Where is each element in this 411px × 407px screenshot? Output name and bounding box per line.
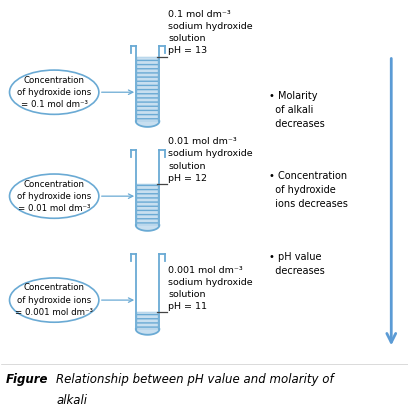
Text: • pH value
  decreases: • pH value decreases xyxy=(270,252,325,276)
Polygon shape xyxy=(137,329,158,335)
Bar xyxy=(137,57,158,121)
Polygon shape xyxy=(137,225,158,231)
Text: 0.01 mol dm⁻³
sodium hydroxide
solution
pH = 12: 0.01 mol dm⁻³ sodium hydroxide solution … xyxy=(169,137,253,183)
Text: • Molarity
  of alkali
  decreases: • Molarity of alkali decreases xyxy=(270,90,325,129)
Polygon shape xyxy=(137,46,158,127)
Polygon shape xyxy=(137,121,158,127)
Text: alkali: alkali xyxy=(56,394,87,407)
Polygon shape xyxy=(137,254,158,335)
Text: • Concentration
  of hydroxide
  ions decreases: • Concentration of hydroxide ions decrea… xyxy=(270,171,348,209)
Bar xyxy=(137,184,158,225)
Text: Concentration
of hydroxide ions
= 0.01 mol dm⁻³: Concentration of hydroxide ions = 0.01 m… xyxy=(17,179,91,213)
Bar xyxy=(137,184,158,225)
Ellipse shape xyxy=(9,278,99,322)
Text: Figure: Figure xyxy=(5,372,48,385)
Bar xyxy=(137,312,158,329)
Bar xyxy=(137,57,158,121)
Text: Relationship between pH value and molarity of: Relationship between pH value and molari… xyxy=(56,372,334,385)
Ellipse shape xyxy=(9,174,99,218)
Text: Concentration
of hydroxide ions
= 0.001 mol dm⁻³: Concentration of hydroxide ions = 0.001 … xyxy=(15,283,93,317)
Text: 0.1 mol dm⁻³
sodium hydroxide
solution
pH = 13: 0.1 mol dm⁻³ sodium hydroxide solution p… xyxy=(169,10,253,55)
Text: Concentration
of hydroxide ions
= 0.1 mol dm⁻³: Concentration of hydroxide ions = 0.1 mo… xyxy=(17,76,91,109)
Polygon shape xyxy=(137,150,158,231)
Ellipse shape xyxy=(9,70,99,114)
Text: 0.001 mol dm⁻³
sodium hydroxide
solution
pH = 11: 0.001 mol dm⁻³ sodium hydroxide solution… xyxy=(169,265,253,311)
Bar xyxy=(137,312,158,329)
